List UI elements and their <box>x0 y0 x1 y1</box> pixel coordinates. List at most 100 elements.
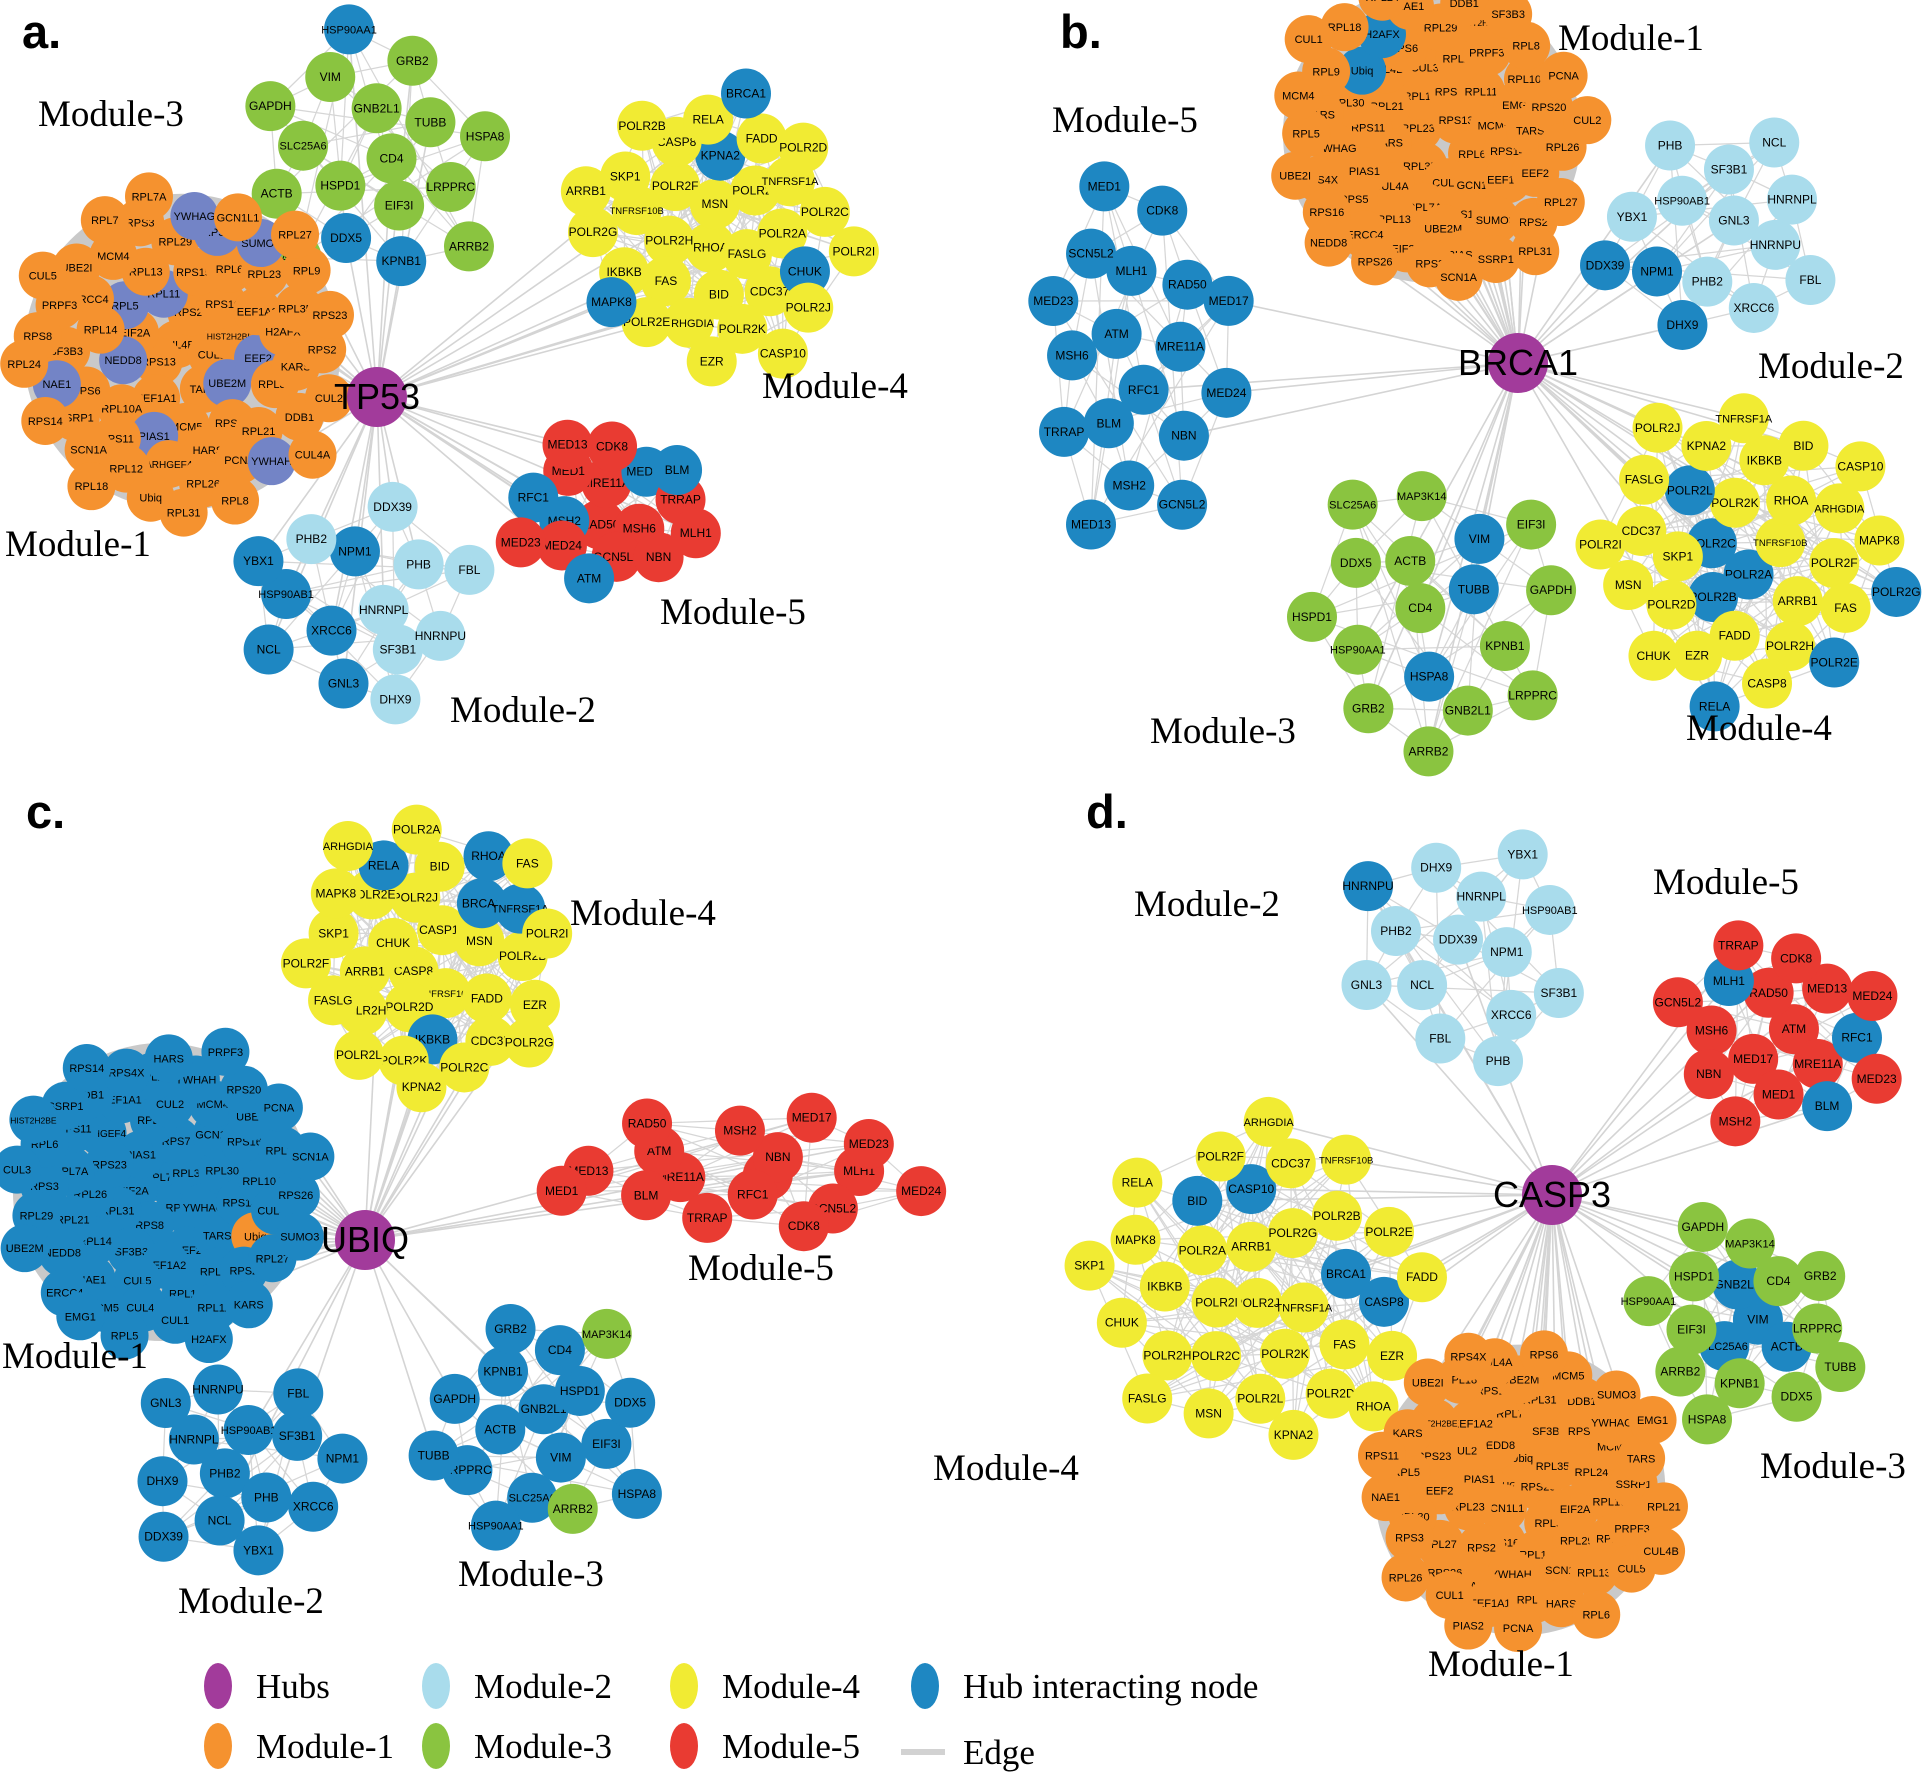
node-label: RPL10A <box>1507 74 1549 86</box>
legend-swatch <box>670 1723 698 1769</box>
node-label: CASP10 <box>1228 1182 1274 1196</box>
node-label: MRE11A <box>1157 340 1204 354</box>
node-label: EMG1 <box>65 1311 96 1323</box>
node-polr2d: POLR2D <box>778 122 829 173</box>
legend-swatch <box>422 1723 450 1769</box>
node-gnl3: GNL3 <box>1341 959 1392 1010</box>
node-rfc1: RFC1 <box>727 1169 778 1220</box>
node-brca1: BRCA1 <box>1321 1248 1372 1299</box>
node-cdk8: CDK8 <box>778 1201 829 1252</box>
node-label: CUL1 <box>161 1315 189 1327</box>
node-label: HSP90AB1 <box>221 1425 277 1437</box>
node-scn1a: SCN1A <box>286 1132 335 1181</box>
node-label: HSPD1 <box>560 1384 600 1398</box>
node-label: XRCC6 <box>311 624 352 638</box>
node-label: TARS <box>203 1231 232 1243</box>
node-label: ACTB <box>1394 554 1426 568</box>
node-rpl27: RPL27 <box>1536 178 1585 227</box>
legend-label: Module-2 <box>474 1667 612 1706</box>
node-label: MAP3K14 <box>582 1329 632 1341</box>
node-gnl3: GNL3 <box>1708 195 1759 246</box>
node-label: TNFRSF10B <box>1319 1156 1373 1167</box>
node-polr2b: POLR2B <box>1688 572 1739 623</box>
node-label: PRPF3 <box>42 300 77 312</box>
node-label: RPL8 <box>221 496 249 508</box>
node-label: PCNA <box>1548 71 1579 83</box>
node-polr2i: POLR2I <box>1191 1277 1242 1328</box>
node-label: EMG1 <box>1637 1415 1668 1427</box>
node-skp1: SKP1 <box>1064 1240 1115 1291</box>
node-tnfrsf10b: TNFRSF10B <box>1319 1134 1373 1185</box>
node-arhgdia: ARHGDIA <box>323 820 374 871</box>
node-label: HSPA8 <box>1688 1412 1727 1426</box>
legend-item-module-5: Module-5 <box>670 1723 860 1769</box>
node-nbn: NBN <box>1158 410 1209 461</box>
node-gapdh: GAPDH <box>1526 565 1577 616</box>
hub-label: TP53 <box>334 376 420 417</box>
node-label: BLM <box>634 1188 659 1202</box>
node-msh2: MSH2 <box>714 1105 765 1156</box>
node-label: GNB2L1 <box>354 101 400 115</box>
node-label: POLR2E <box>623 315 670 329</box>
node-label: RAD50 <box>628 1116 667 1130</box>
node-label: RPL27 <box>1544 197 1578 209</box>
node-label: KPNB1 <box>1485 639 1525 653</box>
node-rpl5: RPL5 <box>1282 109 1331 158</box>
node-label: FAS <box>655 274 678 288</box>
module-nodes-module-1: RPL7RPS6EIF2ARPL35ARPS8PIAS1YWHAGRPL31RP… <box>0 1027 335 1364</box>
node-hspd1: HSPD1 <box>554 1365 605 1416</box>
node-label: RPS8 <box>23 331 52 343</box>
node-gcn5l2: GCN5L2 <box>1157 479 1208 530</box>
module-nodes-module-5: MSH6MRE11ANBNRFC1ATMMLH1BLMMSH2GCN5L2MED… <box>536 1092 947 1252</box>
node-rad50: RAD50 <box>1743 967 1794 1018</box>
node-label: ARHGEF4 <box>79 1129 127 1140</box>
node-ywhag: YWHAG <box>170 191 219 240</box>
node-med1: MED1 <box>1753 1069 1804 1120</box>
node-label: NPM1 <box>1490 945 1524 959</box>
node-label: TARS <box>1627 1453 1656 1465</box>
node-label: NCL <box>257 643 281 657</box>
node-nedd8: NEDD8 <box>1304 218 1353 267</box>
node-label: RPS13 <box>1439 115 1474 127</box>
node-label: GRB2 <box>1352 701 1385 715</box>
node-label: CUL1 <box>1436 1590 1464 1602</box>
node-rps4x: RPS4X <box>1444 1332 1493 1381</box>
node-label: KPNB1 <box>1720 1376 1760 1390</box>
node-label: CDK8 <box>1780 951 1812 965</box>
node-label: SKP1 <box>318 926 349 940</box>
node-label: RELA <box>1699 699 1730 713</box>
node-label: RPS8 <box>135 1220 164 1232</box>
node-actb: ACTB <box>475 1404 526 1455</box>
node-label: YWHAH <box>1491 1569 1532 1581</box>
node-grb2: GRB2 <box>1795 1251 1846 1302</box>
node-label: TUBB <box>418 1448 450 1462</box>
node-label: HNRNPL <box>1767 193 1817 207</box>
node-label: PIAS1 <box>139 431 170 443</box>
node-xrcc6: XRCC6 <box>288 1481 339 1532</box>
legend-label: Module-1 <box>256 1727 394 1766</box>
node-label: CASP8 <box>1747 676 1787 690</box>
node-actb: ACTB <box>1385 535 1436 586</box>
node-label: EZR <box>523 998 547 1012</box>
node-hsp90ab1: HSP90AB1 <box>221 1404 277 1455</box>
node-hnrnpu: HNRNPU <box>415 610 466 661</box>
node-label: FASLG <box>314 993 353 1007</box>
node-label: NBN <box>765 1150 790 1164</box>
node-label: GRB2 <box>1804 1269 1837 1283</box>
node-label: SKP1 <box>1663 549 1694 563</box>
node-label: RAD50 <box>581 518 620 532</box>
node-polr2b: POLR2B <box>617 100 668 151</box>
node-label: RPL24 <box>1366 0 1400 4</box>
node-label: YWHAG <box>1591 1417 1633 1429</box>
node-ybx1: YBX1 <box>233 1525 284 1576</box>
node-label: EEF2 <box>1522 168 1550 180</box>
node-label: CDC37 <box>750 284 790 298</box>
node-label: POLR2F <box>1811 556 1858 570</box>
node-eif3i: EIF3I <box>374 180 425 231</box>
module-nodes-module-1: RPL23RPS13RPL35ARPL12RPL6HARSRPS23CUL5RP… <box>1271 0 1612 301</box>
node-label: GNL3 <box>1718 214 1750 228</box>
node-label: LRPPRC <box>1508 688 1557 702</box>
node-rpl31: RPL31 <box>1511 227 1560 276</box>
legend-label: Module-5 <box>722 1727 860 1766</box>
